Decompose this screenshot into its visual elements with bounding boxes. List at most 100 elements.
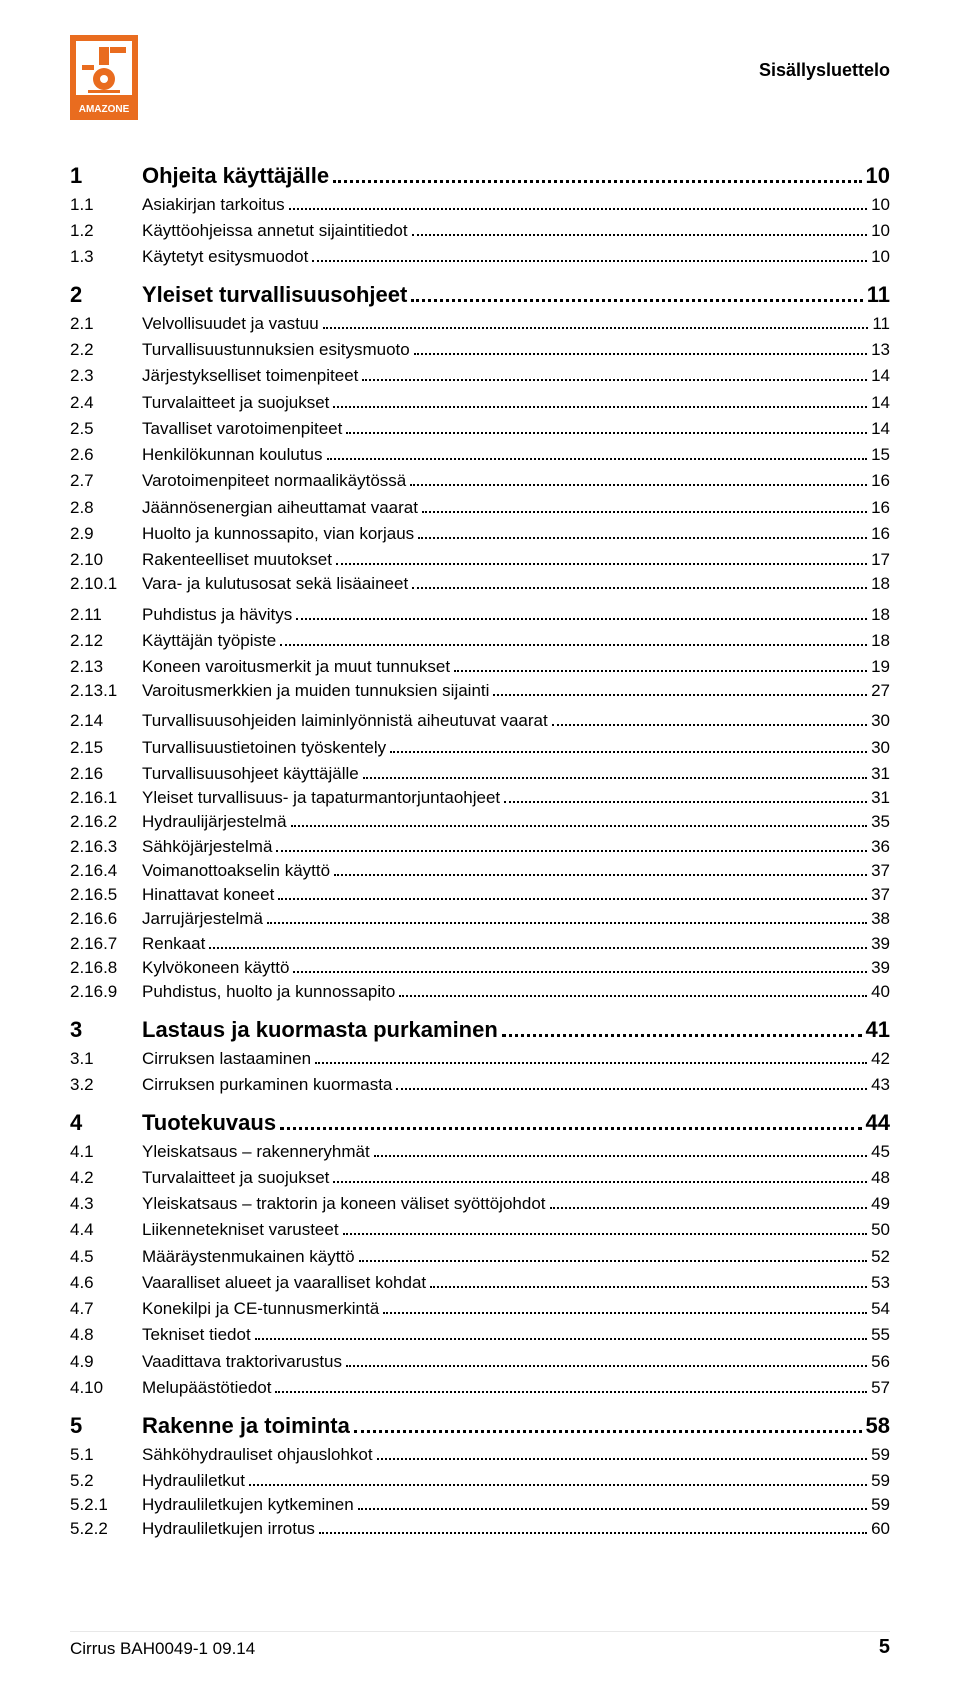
toc-entry[interactable]: 2.16.8Kylvökoneen käyttö39: [70, 956, 890, 980]
toc-leader-dots: [346, 417, 867, 434]
toc-entry-page: 54: [871, 1298, 890, 1321]
toc-entry[interactable]: 3Lastaus ja kuormasta purkaminen41: [70, 1014, 890, 1044]
toc-entry-label: Kylvökoneen käyttö: [142, 957, 289, 980]
toc-entry-number: 2.6: [70, 444, 142, 467]
toc-entry-page: 45: [871, 1141, 890, 1164]
toc-entry-number: 2.16.5: [70, 884, 142, 907]
toc-entry-label: Yleiskatsaus – rakenneryhmät: [142, 1141, 370, 1164]
toc-leader-dots: [319, 1517, 867, 1534]
toc-entry[interactable]: 4.10Melupäästötiedot57: [70, 1376, 890, 1400]
toc-entry[interactable]: 2.14Turvallisuusohjeiden laiminlyönnistä…: [70, 709, 890, 733]
toc-entry[interactable]: 2.4Turvalaitteet ja suojukset14: [70, 390, 890, 414]
toc-entry-number: 2.16.4: [70, 860, 142, 883]
footer-divider: [70, 1631, 890, 1632]
toc-leader-dots: [374, 1139, 867, 1156]
toc-entry[interactable]: 2.5Tavalliset varotoimenpiteet14: [70, 417, 890, 441]
toc-entry[interactable]: 2.9Huolto ja kunnossapito, vian korjaus1…: [70, 522, 890, 546]
toc-entry[interactable]: 2.16Turvallisuusohjeet käyttäjälle31: [70, 762, 890, 786]
toc-entry[interactable]: 2.16.6Jarrujärjestelmä38: [70, 907, 890, 931]
toc-entry[interactable]: 4.7Konekilpi ja CE-tunnusmerkintä54: [70, 1297, 890, 1321]
toc-entry[interactable]: 2.8Jäännösenergian aiheuttamat vaarat16: [70, 495, 890, 519]
toc-leader-dots: [504, 786, 867, 803]
toc-leader-dots: [293, 956, 867, 973]
toc-entry-page: 57: [871, 1377, 890, 1400]
toc-entry-number: 2.1: [70, 313, 142, 336]
toc-entry[interactable]: 1.2Käyttöohjeissa annetut sijaintitiedot…: [70, 219, 890, 243]
toc-entry[interactable]: 1Ohjeita käyttäjälle10: [70, 160, 890, 190]
toc-entry[interactable]: 2.16.1Yleiset turvallisuus- ja tapaturma…: [70, 786, 890, 810]
toc-leader-dots: [278, 883, 867, 900]
toc-entry-label: Määräystenmukainen käyttö: [142, 1246, 355, 1269]
toc-entry[interactable]: 2.1Velvollisuudet ja vastuu11: [70, 312, 890, 336]
toc-leader-dots: [291, 810, 868, 827]
toc-entry-label: Turvallisuusohjeet käyttäjälle: [142, 763, 359, 786]
toc-entry-page: 55: [871, 1324, 890, 1347]
toc-entry[interactable]: 4.3Yleiskatsaus – traktorin ja koneen vä…: [70, 1192, 890, 1216]
toc-entry[interactable]: 4.8Tekniset tiedot55: [70, 1323, 890, 1347]
toc-entry-page: 56: [871, 1351, 890, 1374]
toc-entry-label: Jäännösenergian aiheuttamat vaarat: [142, 497, 418, 520]
toc-entry-page: 44: [866, 1108, 890, 1138]
toc-entry[interactable]: 5.1Sähköhydrauliset ohjauslohkot59: [70, 1442, 890, 1466]
toc-entry[interactable]: 5.2Hydrauliletkut59: [70, 1469, 890, 1493]
toc-entry-number: 2.16.7: [70, 933, 142, 956]
toc-entry-label: Hydraulijärjestelmä: [142, 811, 287, 834]
toc-entry-number: 2.9: [70, 523, 142, 546]
toc-entry-label: Yleiset turvallisuus- ja tapaturmantorju…: [142, 787, 500, 810]
toc-entry-number: 4.7: [70, 1298, 142, 1321]
toc-entry[interactable]: 4Tuotekuvaus44: [70, 1107, 890, 1137]
toc-entry[interactable]: 2.16.2Hydraulijärjestelmä35: [70, 810, 890, 834]
toc-entry[interactable]: 2.16.9Puhdistus, huolto ja kunnossapito4…: [70, 980, 890, 1004]
toc-entry[interactable]: 2.10Rakenteelliset muutokset17: [70, 548, 890, 572]
toc-entry-label: Cirruksen lastaaminen: [142, 1048, 311, 1071]
toc-entry-label: Varotoimenpiteet normaalikäytössä: [142, 470, 406, 493]
toc-leader-dots: [362, 364, 867, 381]
toc-entry[interactable]: 2.15Turvallisuustietoinen työskentely30: [70, 735, 890, 759]
toc-entry[interactable]: 3.2Cirruksen purkaminen kuormasta43: [70, 1073, 890, 1097]
toc-entry-number: 2.16.6: [70, 908, 142, 931]
toc-entry[interactable]: 2.16.3Sähköjärjestelmä36: [70, 834, 890, 858]
toc-entry[interactable]: 4.5Määräystenmukainen käyttö52: [70, 1244, 890, 1268]
toc-leader-dots: [502, 1014, 862, 1037]
toc-entry[interactable]: 4.9Vaadittava traktorivarustus56: [70, 1349, 890, 1373]
toc-entry[interactable]: 2.10.1Vara- ja kulutusosat sekä lisäaine…: [70, 572, 890, 596]
toc-entry-page: 41: [866, 1015, 890, 1045]
toc-entry[interactable]: 2.13.1Varoitusmerkkien ja muiden tunnuks…: [70, 679, 890, 703]
toc-entry-page: 39: [871, 957, 890, 980]
toc-entry-label: Cirruksen purkaminen kuormasta: [142, 1074, 392, 1097]
toc-entry[interactable]: 2.12Käyttäjän työpiste18: [70, 628, 890, 652]
toc-entry[interactable]: 3.1Cirruksen lastaaminen42: [70, 1046, 890, 1070]
toc-entry[interactable]: 4.6Vaaralliset alueet ja vaaralliset koh…: [70, 1271, 890, 1295]
toc-entry-page: 10: [871, 194, 890, 217]
toc-entry[interactable]: 4.1Yleiskatsaus – rakenneryhmät45: [70, 1139, 890, 1163]
toc-entry[interactable]: 2.16.5Hinattavat koneet37: [70, 883, 890, 907]
toc-entry-page: 15: [871, 444, 890, 467]
toc-entry-number: 1: [70, 161, 142, 191]
toc-entry[interactable]: 2.7Varotoimenpiteet normaalikäytössä16: [70, 469, 890, 493]
toc-leader-dots: [209, 931, 867, 948]
toc-entry-page: 10: [871, 220, 890, 243]
toc-entry[interactable]: 1.1Asiakirjan tarkoitus10: [70, 192, 890, 216]
toc-leader-dots: [430, 1271, 867, 1288]
toc-entry[interactable]: 2.13Koneen varoitusmerkit ja muut tunnuk…: [70, 655, 890, 679]
toc-entry-number: 5.2: [70, 1470, 142, 1493]
toc-entry[interactable]: 2.16.4Voimanottoakselin käyttö37: [70, 859, 890, 883]
toc-entry[interactable]: 2Yleiset turvallisuusohjeet11: [70, 279, 890, 309]
toc-entry[interactable]: 2.3Järjestykselliset toimenpiteet14: [70, 364, 890, 388]
toc-entry[interactable]: 5Rakenne ja toiminta58: [70, 1410, 890, 1440]
toc-entry[interactable]: 5.2.1Hydrauliletkujen kytkeminen59: [70, 1493, 890, 1517]
toc-entry[interactable]: 2.6Henkilökunnan koulutus 15: [70, 443, 890, 467]
toc-leader-dots: [327, 443, 868, 460]
toc-entry-number: 1.3: [70, 246, 142, 269]
toc-entry[interactable]: 4.2Turvalaitteet ja suojukset48: [70, 1166, 890, 1190]
toc-entry[interactable]: 2.2Turvallisuustunnuksien esitysmuoto13: [70, 338, 890, 362]
toc-entry[interactable]: 4.4Liikennetekniset varusteet50: [70, 1218, 890, 1242]
toc-entry[interactable]: 1.3Käytetyt esitysmuodot10: [70, 245, 890, 269]
toc-entry[interactable]: 5.2.2Hydrauliletkujen irrotus60: [70, 1517, 890, 1541]
toc-entry-page: 48: [871, 1167, 890, 1190]
toc-entry-label: Turvallisuusohjeiden laiminlyönnistä aih…: [142, 710, 548, 733]
toc-entry-number: 4.9: [70, 1351, 142, 1374]
toc-entry[interactable]: 2.16.7Renkaat39: [70, 931, 890, 955]
toc-entry-label: Henkilökunnan koulutus: [142, 444, 323, 467]
toc-entry[interactable]: 2.11Puhdistus ja hävitys18: [70, 602, 890, 626]
